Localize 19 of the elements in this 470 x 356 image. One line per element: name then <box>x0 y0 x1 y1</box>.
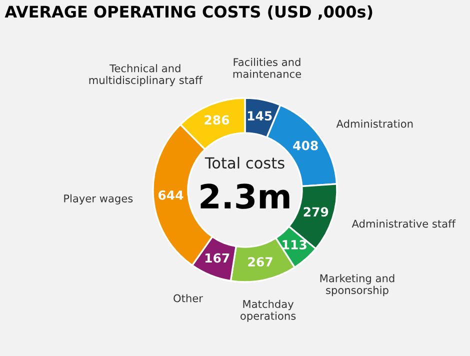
data-label: 267 <box>248 257 272 267</box>
data-label: 279 <box>304 207 328 217</box>
data-label: 113 <box>282 240 306 250</box>
slice-label: Player wages <box>64 194 133 204</box>
data-label: 167 <box>205 253 230 263</box>
data-label: 145 <box>248 111 272 121</box>
slice-label: Administration <box>336 120 413 128</box>
data-label: 644 <box>158 190 184 200</box>
slice-label: Facilities and maintenance <box>233 58 302 78</box>
slice-label: Marketing and sponsorship <box>320 274 394 296</box>
text: Total costs <box>204 156 284 169</box>
data-label: 286 <box>204 115 230 125</box>
text: 2.3m <box>200 184 290 209</box>
slice-label: Other <box>174 294 203 302</box>
chart-title: AVERAGE OPERATING COSTS (USD ,000s) <box>4 5 372 20</box>
slice-label: Matchday operations <box>240 300 296 322</box>
data-label: 408 <box>293 140 318 150</box>
slice-label: Administrative staff <box>352 220 456 228</box>
slice-label: Technical and multidisciplinary staff <box>89 64 203 86</box>
